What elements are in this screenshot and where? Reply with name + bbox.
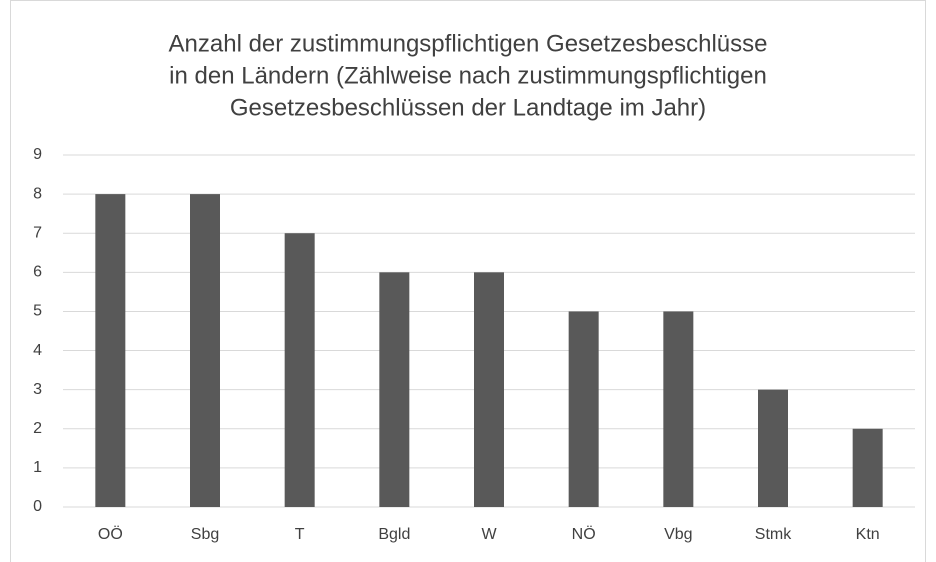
x-tick-label: OÖ bbox=[98, 525, 123, 543]
x-tick-label: W bbox=[481, 526, 497, 543]
x-tick-label: Sbg bbox=[191, 526, 219, 543]
bar bbox=[190, 194, 220, 507]
y-tick-label: 2 bbox=[33, 420, 42, 437]
chart-title: in den Ländern (Zählweise nach zustimmun… bbox=[169, 62, 767, 89]
chart-frame bbox=[10, 0, 926, 562]
y-tick-label: 5 bbox=[33, 303, 42, 320]
bar bbox=[663, 311, 694, 507]
y-tick-label: 3 bbox=[33, 381, 42, 398]
bar bbox=[568, 311, 599, 507]
bar bbox=[284, 233, 315, 507]
y-tick-label: 7 bbox=[33, 224, 42, 241]
chart-title: Anzahl der zustimmungspflichtigen Gesetz… bbox=[169, 30, 768, 57]
bar bbox=[852, 428, 883, 507]
x-tick-label: Vbg bbox=[664, 526, 692, 543]
x-tick-label: Ktn bbox=[856, 526, 880, 543]
x-tick-label: Bgld bbox=[378, 526, 410, 543]
chart-title: Gesetzesbeschlüssen der Landtage im Jahr… bbox=[230, 94, 706, 121]
bar bbox=[95, 194, 126, 507]
y-tick-label: 0 bbox=[33, 498, 42, 515]
bar bbox=[379, 272, 410, 507]
x-tick-label: T bbox=[295, 526, 305, 543]
bar bbox=[758, 389, 788, 507]
y-tick-label: 4 bbox=[33, 342, 42, 359]
y-tick-label: 9 bbox=[33, 146, 42, 163]
x-tick-label: NÖ bbox=[572, 525, 596, 543]
y-tick-label: 1 bbox=[33, 459, 42, 476]
y-tick-label: 8 bbox=[33, 185, 42, 202]
y-tick-label: 6 bbox=[33, 264, 42, 281]
x-tick-label: Stmk bbox=[755, 526, 792, 543]
bar bbox=[474, 272, 504, 507]
